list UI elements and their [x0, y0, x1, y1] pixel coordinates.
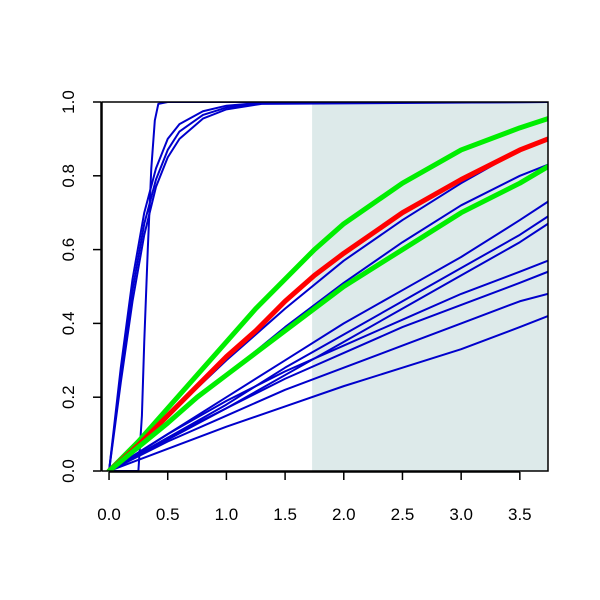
y-tick-label: 0.4 [59, 312, 78, 336]
y-tick-label: 0.0 [59, 459, 78, 483]
x-tick-label: 2.0 [332, 505, 356, 524]
series-line-blue-2 [108, 102, 548, 471]
plot-frame [101, 101, 549, 472]
series-line-blue-9 [108, 222, 548, 471]
x-tick-label: 3.5 [508, 505, 532, 524]
series-line-green-16 [106, 164, 548, 471]
x-tick-label: 1.0 [215, 505, 239, 524]
x-tick-label: 1.5 [273, 505, 297, 524]
series-line-blue-13 [108, 315, 548, 471]
series-line-blue-7 [108, 200, 548, 471]
series-line-blue-8 [108, 215, 548, 471]
x-tick-label: 2.5 [391, 505, 415, 524]
series-line-blue-10 [108, 259, 548, 471]
y-tick-label: 1.0 [59, 90, 78, 114]
series-line-blue-4 [108, 102, 548, 471]
x-tick-label: 0.5 [156, 505, 180, 524]
y-tick-label: 0.2 [59, 385, 78, 409]
x-tick-label: 3.0 [449, 505, 473, 524]
series-line-blue-1 [108, 102, 548, 471]
series-line-blue-3 [108, 102, 548, 471]
series-line-blue-12 [108, 292, 548, 471]
series-layer [106, 102, 548, 471]
series-line-green-14 [106, 116, 548, 471]
series-line-blue-11 [108, 270, 548, 471]
plot-frame-layer [101, 101, 549, 472]
y-tick-label: 0.8 [59, 164, 78, 188]
x-tick-label: 0.0 [97, 505, 121, 524]
y-tick-label: 0.6 [59, 238, 78, 262]
series-line-red-15 [106, 136, 548, 471]
axes: 0.0 0.5 1.0 1.5 2.0 2.5 3.0 3.5 0.0 0.2 0.4 0.6 0.8 1… [59, 90, 532, 524]
